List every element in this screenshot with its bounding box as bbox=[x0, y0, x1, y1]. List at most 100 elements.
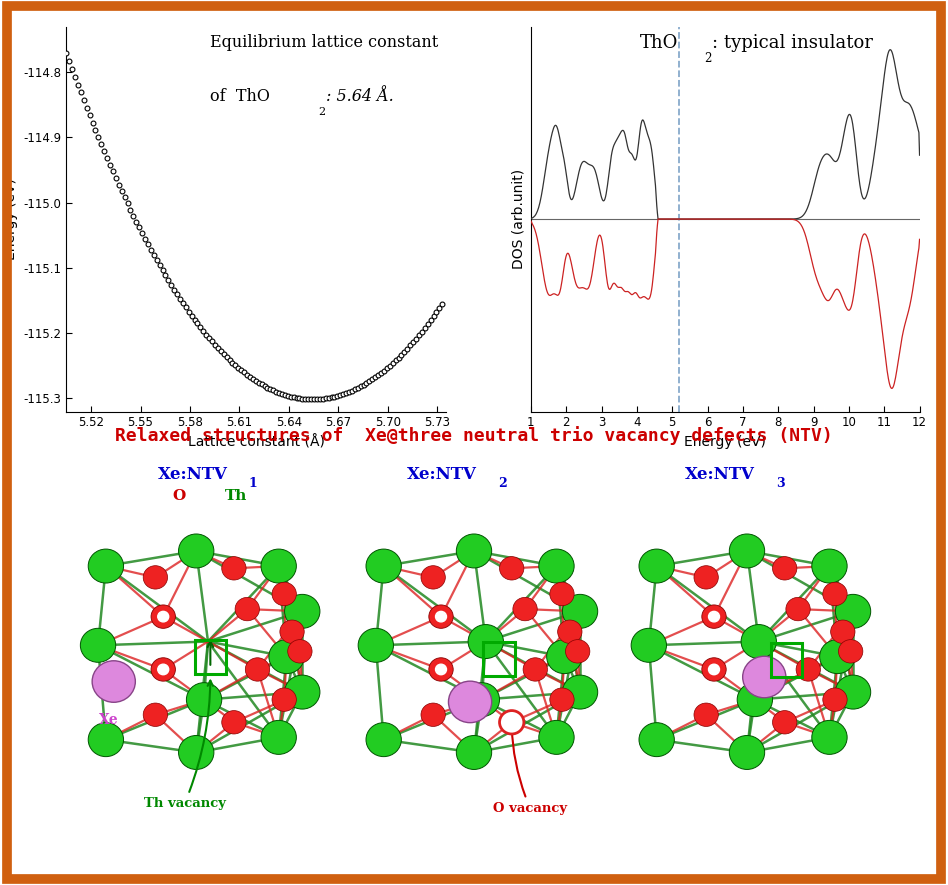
Text: O vacancy: O vacancy bbox=[493, 727, 567, 815]
Circle shape bbox=[151, 658, 175, 681]
Circle shape bbox=[421, 566, 446, 589]
Circle shape bbox=[823, 688, 848, 712]
Circle shape bbox=[358, 628, 393, 662]
Circle shape bbox=[562, 675, 597, 709]
Circle shape bbox=[708, 665, 720, 674]
Text: 2: 2 bbox=[498, 477, 506, 489]
Text: Th vacancy: Th vacancy bbox=[143, 681, 226, 811]
Text: Xe:NTV: Xe:NTV bbox=[684, 466, 755, 482]
Text: of  ThO: of ThO bbox=[210, 88, 270, 105]
Circle shape bbox=[366, 549, 401, 583]
Circle shape bbox=[500, 557, 524, 580]
Circle shape bbox=[178, 534, 214, 568]
Circle shape bbox=[284, 675, 319, 709]
Circle shape bbox=[448, 681, 492, 723]
Circle shape bbox=[550, 582, 574, 605]
Circle shape bbox=[523, 658, 547, 681]
Circle shape bbox=[702, 605, 726, 628]
Circle shape bbox=[81, 628, 116, 662]
Y-axis label: DOS (arb.unit): DOS (arb.unit) bbox=[511, 169, 525, 269]
Circle shape bbox=[178, 735, 214, 769]
Circle shape bbox=[235, 597, 260, 620]
Circle shape bbox=[708, 612, 720, 622]
Circle shape bbox=[538, 720, 574, 754]
Circle shape bbox=[547, 640, 582, 673]
Circle shape bbox=[639, 549, 674, 583]
Circle shape bbox=[456, 735, 492, 769]
Circle shape bbox=[538, 549, 574, 583]
Circle shape bbox=[513, 597, 538, 620]
Circle shape bbox=[729, 735, 765, 769]
Circle shape bbox=[246, 658, 269, 681]
Circle shape bbox=[741, 625, 776, 658]
Circle shape bbox=[272, 582, 297, 605]
Circle shape bbox=[465, 682, 500, 717]
Circle shape bbox=[773, 711, 797, 734]
Circle shape bbox=[143, 703, 168, 727]
Text: 1: 1 bbox=[249, 477, 258, 489]
Bar bbox=[483, 642, 515, 676]
Circle shape bbox=[187, 682, 222, 717]
Circle shape bbox=[773, 557, 797, 580]
Text: ThO: ThO bbox=[640, 35, 678, 52]
Circle shape bbox=[811, 720, 848, 754]
X-axis label: Lattice constant (Å): Lattice constant (Å) bbox=[188, 435, 324, 450]
Circle shape bbox=[428, 658, 453, 681]
Circle shape bbox=[729, 534, 765, 568]
Circle shape bbox=[456, 534, 492, 568]
Circle shape bbox=[738, 682, 773, 717]
Text: Xe:NTV: Xe:NTV bbox=[407, 466, 477, 482]
Text: Equilibrium lattice constant: Equilibrium lattice constant bbox=[210, 35, 439, 51]
Circle shape bbox=[742, 657, 786, 697]
Circle shape bbox=[557, 620, 582, 643]
Circle shape bbox=[261, 549, 297, 583]
Circle shape bbox=[261, 720, 297, 754]
Circle shape bbox=[222, 557, 246, 580]
Text: Xe: Xe bbox=[100, 713, 118, 727]
Circle shape bbox=[151, 605, 175, 628]
Circle shape bbox=[92, 661, 136, 703]
X-axis label: Energy (eV): Energy (eV) bbox=[684, 435, 766, 449]
Text: 2: 2 bbox=[703, 51, 711, 65]
Text: Th: Th bbox=[226, 489, 247, 504]
Bar bbox=[771, 643, 802, 677]
Circle shape bbox=[830, 620, 855, 643]
Text: Relaxed structures of  Xe@three neutral trio vacancy defects (NTV): Relaxed structures of Xe@three neutral t… bbox=[115, 426, 833, 445]
Circle shape bbox=[222, 711, 246, 734]
Circle shape bbox=[428, 605, 453, 628]
Text: : 5.64 Å.: : 5.64 Å. bbox=[326, 88, 393, 105]
Circle shape bbox=[639, 723, 674, 757]
Circle shape bbox=[421, 703, 446, 727]
Circle shape bbox=[500, 711, 524, 734]
Circle shape bbox=[88, 549, 123, 583]
Circle shape bbox=[435, 665, 447, 674]
Text: 2: 2 bbox=[319, 107, 326, 118]
Circle shape bbox=[835, 595, 870, 628]
Circle shape bbox=[280, 620, 304, 643]
Circle shape bbox=[366, 723, 401, 757]
Circle shape bbox=[269, 640, 304, 673]
Y-axis label: Energy (eV): Energy (eV) bbox=[4, 178, 18, 260]
Circle shape bbox=[811, 549, 848, 583]
Circle shape bbox=[820, 640, 855, 673]
Circle shape bbox=[835, 675, 870, 709]
Circle shape bbox=[823, 582, 848, 605]
Circle shape bbox=[838, 640, 863, 663]
Circle shape bbox=[284, 595, 319, 628]
Circle shape bbox=[143, 566, 168, 589]
Circle shape bbox=[550, 688, 574, 712]
Circle shape bbox=[694, 566, 719, 589]
Circle shape bbox=[786, 597, 811, 620]
Circle shape bbox=[157, 612, 169, 622]
Circle shape bbox=[88, 723, 123, 757]
Bar bbox=[194, 640, 226, 673]
Text: O: O bbox=[173, 489, 186, 504]
Circle shape bbox=[694, 703, 719, 727]
Circle shape bbox=[435, 612, 447, 622]
Circle shape bbox=[566, 640, 590, 663]
Text: Xe:NTV: Xe:NTV bbox=[158, 466, 228, 482]
Circle shape bbox=[796, 658, 820, 681]
Circle shape bbox=[468, 625, 503, 658]
Circle shape bbox=[288, 640, 312, 663]
Text: 3: 3 bbox=[775, 477, 784, 489]
